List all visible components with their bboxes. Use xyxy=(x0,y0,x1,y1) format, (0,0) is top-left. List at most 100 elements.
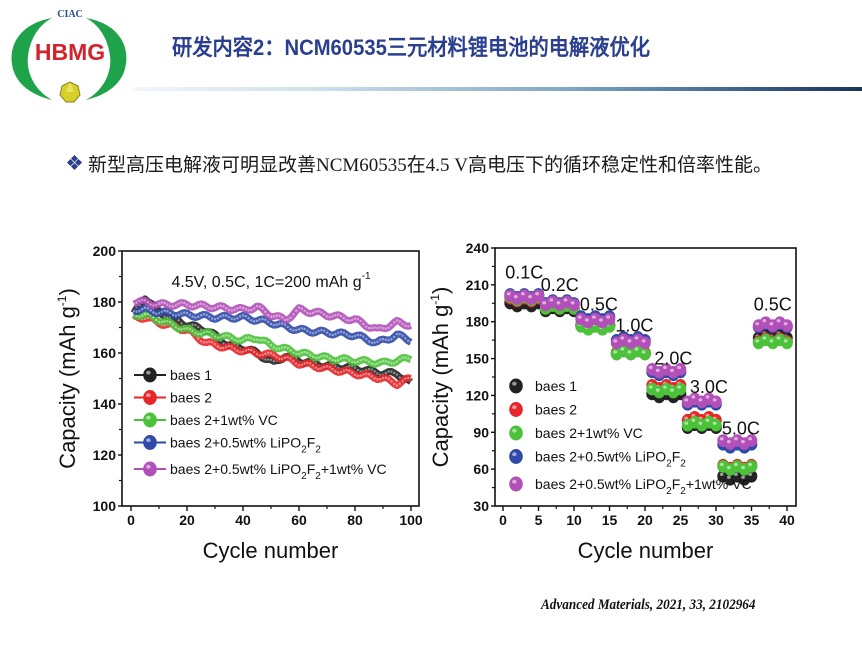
data-point-highlight xyxy=(719,462,724,467)
data-point xyxy=(225,334,228,337)
data-point xyxy=(149,303,152,306)
data-point xyxy=(309,353,312,357)
data-point xyxy=(404,377,407,380)
data-point xyxy=(297,352,301,356)
legend-marker-highlight xyxy=(512,428,517,433)
data-point xyxy=(211,333,214,336)
y-axis-title: Capacity (mAh g-1) xyxy=(55,288,80,469)
data-point xyxy=(309,362,312,365)
data-point-highlight xyxy=(712,421,717,425)
data-point-highlight xyxy=(655,368,660,373)
data-point xyxy=(244,308,247,311)
x-tick-label: 20 xyxy=(637,512,653,528)
data-point-highlight xyxy=(648,385,653,389)
data-point xyxy=(183,327,186,330)
legend-label-sub: 2 xyxy=(680,459,686,470)
data-point xyxy=(365,358,368,362)
data-point xyxy=(348,358,351,362)
data-point xyxy=(278,322,281,326)
data-point xyxy=(233,347,236,350)
data-point xyxy=(367,367,371,371)
x-tick-label: 20 xyxy=(179,512,195,528)
data-point xyxy=(306,329,309,333)
data-point xyxy=(261,317,264,321)
data-point xyxy=(292,359,295,362)
y-tick-label: 180 xyxy=(93,294,117,310)
data-point-highlight xyxy=(528,295,532,299)
data-point xyxy=(272,353,275,357)
data-point xyxy=(283,356,287,359)
data-point-highlight xyxy=(712,398,717,402)
data-point xyxy=(409,324,413,327)
data-point xyxy=(306,361,309,365)
data-point xyxy=(353,361,357,364)
logo-top-text: CIAC xyxy=(57,9,83,20)
data-point xyxy=(157,302,161,305)
data-point xyxy=(359,374,362,377)
data-point-highlight xyxy=(776,336,781,340)
legend-label-main: baes 2+0.5wt% LiPO xyxy=(170,461,301,477)
data-point-highlight xyxy=(741,475,745,479)
y-axis-title-main: Capacity (mAh g xyxy=(428,305,453,468)
data-point-highlight xyxy=(670,368,674,373)
data-point xyxy=(188,327,191,330)
data-point xyxy=(345,333,348,336)
data-point xyxy=(197,337,200,340)
data-point xyxy=(342,331,345,334)
data-point xyxy=(393,361,396,365)
data-point xyxy=(376,362,379,365)
data-point xyxy=(367,326,371,330)
data-point xyxy=(278,314,281,317)
data-point xyxy=(208,315,211,318)
data-point xyxy=(188,313,191,317)
data-point xyxy=(185,326,189,330)
data-point xyxy=(328,333,331,336)
data-point xyxy=(370,374,373,378)
data-point xyxy=(384,376,387,379)
data-point xyxy=(143,299,147,302)
legend-label-main: baes 2+1wt% VC xyxy=(170,412,278,428)
page-title: 研发内容2：NCM60535三元材料锂电池的电解液优化 xyxy=(172,35,650,60)
data-point-highlight xyxy=(776,319,781,323)
legend-label-main: baes 2 xyxy=(535,402,577,418)
y-tick-label: 200 xyxy=(93,243,117,259)
data-point xyxy=(342,316,345,320)
data-point xyxy=(219,336,222,339)
data-point xyxy=(300,327,303,330)
data-point xyxy=(177,313,180,317)
data-point xyxy=(309,312,312,315)
data-point-highlight xyxy=(755,339,760,343)
data-point-highlight xyxy=(556,301,561,305)
data-point-highlight xyxy=(755,322,760,326)
data-point xyxy=(300,351,303,355)
data-point xyxy=(171,323,175,326)
data-point-highlight xyxy=(769,322,774,326)
data-point xyxy=(303,362,306,365)
data-point xyxy=(331,315,334,318)
legend-label: baes 2+0.5wt% LiPO2F2+1wt% VC xyxy=(170,461,387,482)
data-point xyxy=(639,347,651,361)
data-point xyxy=(384,371,387,375)
data-point xyxy=(219,346,222,350)
y-tick-label: 160 xyxy=(93,345,117,361)
data-point xyxy=(199,314,203,317)
x-tick-label: 80 xyxy=(347,512,363,528)
data-point xyxy=(191,315,194,318)
data-point xyxy=(407,339,410,343)
data-point xyxy=(169,320,172,324)
bullet-point: 新型高压电解液可明显改善NCM60535在4.5 V高电压下的循环稳定性和倍率性… xyxy=(66,150,772,177)
data-point xyxy=(230,336,233,340)
data-point xyxy=(155,312,158,315)
data-point xyxy=(314,310,317,313)
data-point xyxy=(331,367,334,371)
annotation-sup: -1 xyxy=(362,271,371,282)
data-point xyxy=(373,370,376,373)
data-point xyxy=(258,305,261,308)
data-point xyxy=(395,373,399,376)
rate-label: 0.5C xyxy=(754,295,792,315)
legend-marker-highlight xyxy=(512,381,517,386)
legend-label-sub: 2 xyxy=(666,486,672,497)
data-point xyxy=(362,358,365,361)
data-point xyxy=(275,356,278,359)
